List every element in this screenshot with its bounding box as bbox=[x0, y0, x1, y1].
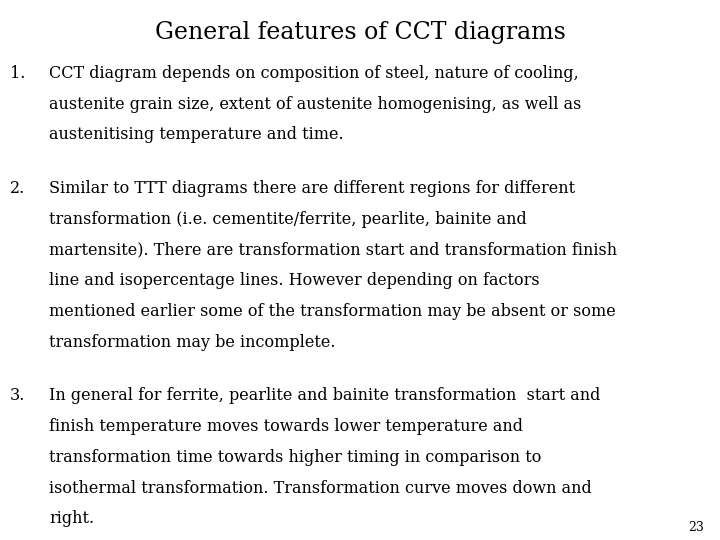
Text: 2.: 2. bbox=[10, 180, 25, 197]
Text: austenite grain size, extent of austenite homogenising, as well as: austenite grain size, extent of austenit… bbox=[49, 96, 581, 112]
Text: line and isopercentage lines. However depending on factors: line and isopercentage lines. However de… bbox=[49, 272, 539, 289]
Text: CCT diagram depends on composition of steel, nature of cooling,: CCT diagram depends on composition of st… bbox=[49, 65, 579, 82]
Text: transformation may be incomplete.: transformation may be incomplete. bbox=[49, 334, 336, 350]
Text: martensite). There are transformation start and transformation finish: martensite). There are transformation st… bbox=[49, 241, 617, 258]
Text: 3.: 3. bbox=[10, 387, 25, 404]
Text: isothermal transformation. Transformation curve moves down and: isothermal transformation. Transformatio… bbox=[49, 480, 592, 496]
Text: Similar to TTT diagrams there are different regions for different: Similar to TTT diagrams there are differ… bbox=[49, 180, 575, 197]
Text: General features of CCT diagrams: General features of CCT diagrams bbox=[155, 21, 565, 44]
Text: In general for ferrite, pearlite and bainite transformation  start and: In general for ferrite, pearlite and bai… bbox=[49, 387, 600, 404]
Text: transformation time towards higher timing in comparison to: transformation time towards higher timin… bbox=[49, 449, 541, 465]
Text: finish temperature moves towards lower temperature and: finish temperature moves towards lower t… bbox=[49, 418, 523, 435]
Text: austenitising temperature and time.: austenitising temperature and time. bbox=[49, 126, 343, 143]
Text: 23: 23 bbox=[688, 521, 704, 534]
Text: 1.: 1. bbox=[10, 65, 25, 82]
Text: right.: right. bbox=[49, 510, 94, 527]
Text: transformation (i.e. cementite/ferrite, pearlite, bainite and: transformation (i.e. cementite/ferrite, … bbox=[49, 211, 527, 227]
Text: mentioned earlier some of the transformation may be absent or some: mentioned earlier some of the transforma… bbox=[49, 303, 616, 320]
